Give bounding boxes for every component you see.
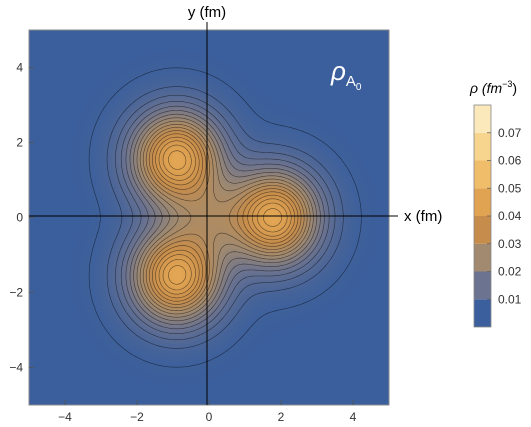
contour-level (120, 101, 330, 334)
plot-label-subsub: 0 (356, 82, 362, 93)
contour-level (162, 144, 288, 291)
contour-level (155, 136, 296, 299)
x-tick-label: 4 (350, 410, 357, 424)
y-tick-label: 4 (16, 61, 23, 75)
y-axis-label: y (fm) (188, 4, 226, 21)
plot-label-sub: A (346, 73, 356, 90)
contour-level (168, 150, 282, 285)
x-ticks: −4 −2 0 2 4 (58, 400, 357, 424)
colorbar-tick-label: 0.05 (498, 181, 522, 195)
x-tick-label: 2 (278, 410, 285, 424)
x-tick-label: −4 (58, 410, 72, 424)
colorbar-swatch (474, 188, 491, 216)
y-tick-label: −2 (9, 286, 23, 300)
plot-area (28, 29, 390, 406)
contour-level (106, 86, 344, 349)
colorbar-label-sup: −3 (502, 79, 512, 89)
contour-level (129, 110, 321, 325)
colorbar-tick-label: 0.01 (498, 292, 522, 306)
x-tick-label: −2 (130, 410, 144, 424)
colorbar-label-main: ρ (fm (469, 80, 502, 96)
colorbar-tick-label: 0.06 (498, 154, 522, 168)
colorbar-swatch (474, 216, 491, 244)
contour-level (88, 67, 362, 368)
contour-level (145, 127, 305, 308)
colorbar-label-tail: ) (512, 80, 517, 96)
y-tick-label: 2 (16, 136, 23, 150)
colorbar-swatches (474, 105, 491, 327)
y-tick-label: 0 (16, 211, 23, 225)
colorbar: ρ (fm−3) 0.01 0.02 0.03 0.04 0.05 0.06 0.07 (469, 79, 522, 328)
contour-lines (88, 67, 362, 368)
contour-level (133, 113, 318, 322)
colorbar-swatch (474, 105, 491, 133)
contour-level (152, 133, 299, 302)
y-ticks: −4 −2 0 2 4 (9, 61, 34, 375)
contour-level (136, 117, 314, 318)
colorbar-ticks: 0.01 0.02 0.03 0.04 0.05 0.06 0.07 (487, 126, 522, 306)
contour-level (125, 105, 325, 330)
colorbar-tick-label: 0.02 (498, 265, 522, 279)
colorbar-swatch (474, 132, 491, 161)
colorbar-tick-label: 0.07 (498, 126, 522, 140)
colorbar-swatch (474, 271, 491, 300)
contour-level (158, 140, 292, 295)
colorbar-label: ρ (fm−3) (469, 79, 517, 96)
colorbar-swatch (474, 160, 491, 189)
plot-density-label: ρA0 (330, 56, 362, 93)
x-axis-label: x (fm) (404, 208, 442, 225)
colorbar-tick-label: 0.03 (498, 237, 522, 251)
colorbar-tick-label: 0.04 (498, 209, 522, 223)
contour-level (115, 94, 336, 341)
colorbar-swatch (474, 243, 491, 272)
plot-label-rho: ρ (330, 56, 346, 86)
y-tick-label: −4 (9, 361, 23, 375)
contour-level (148, 130, 302, 305)
colorbar-swatch (474, 299, 491, 327)
x-tick-label: 0 (206, 410, 213, 424)
